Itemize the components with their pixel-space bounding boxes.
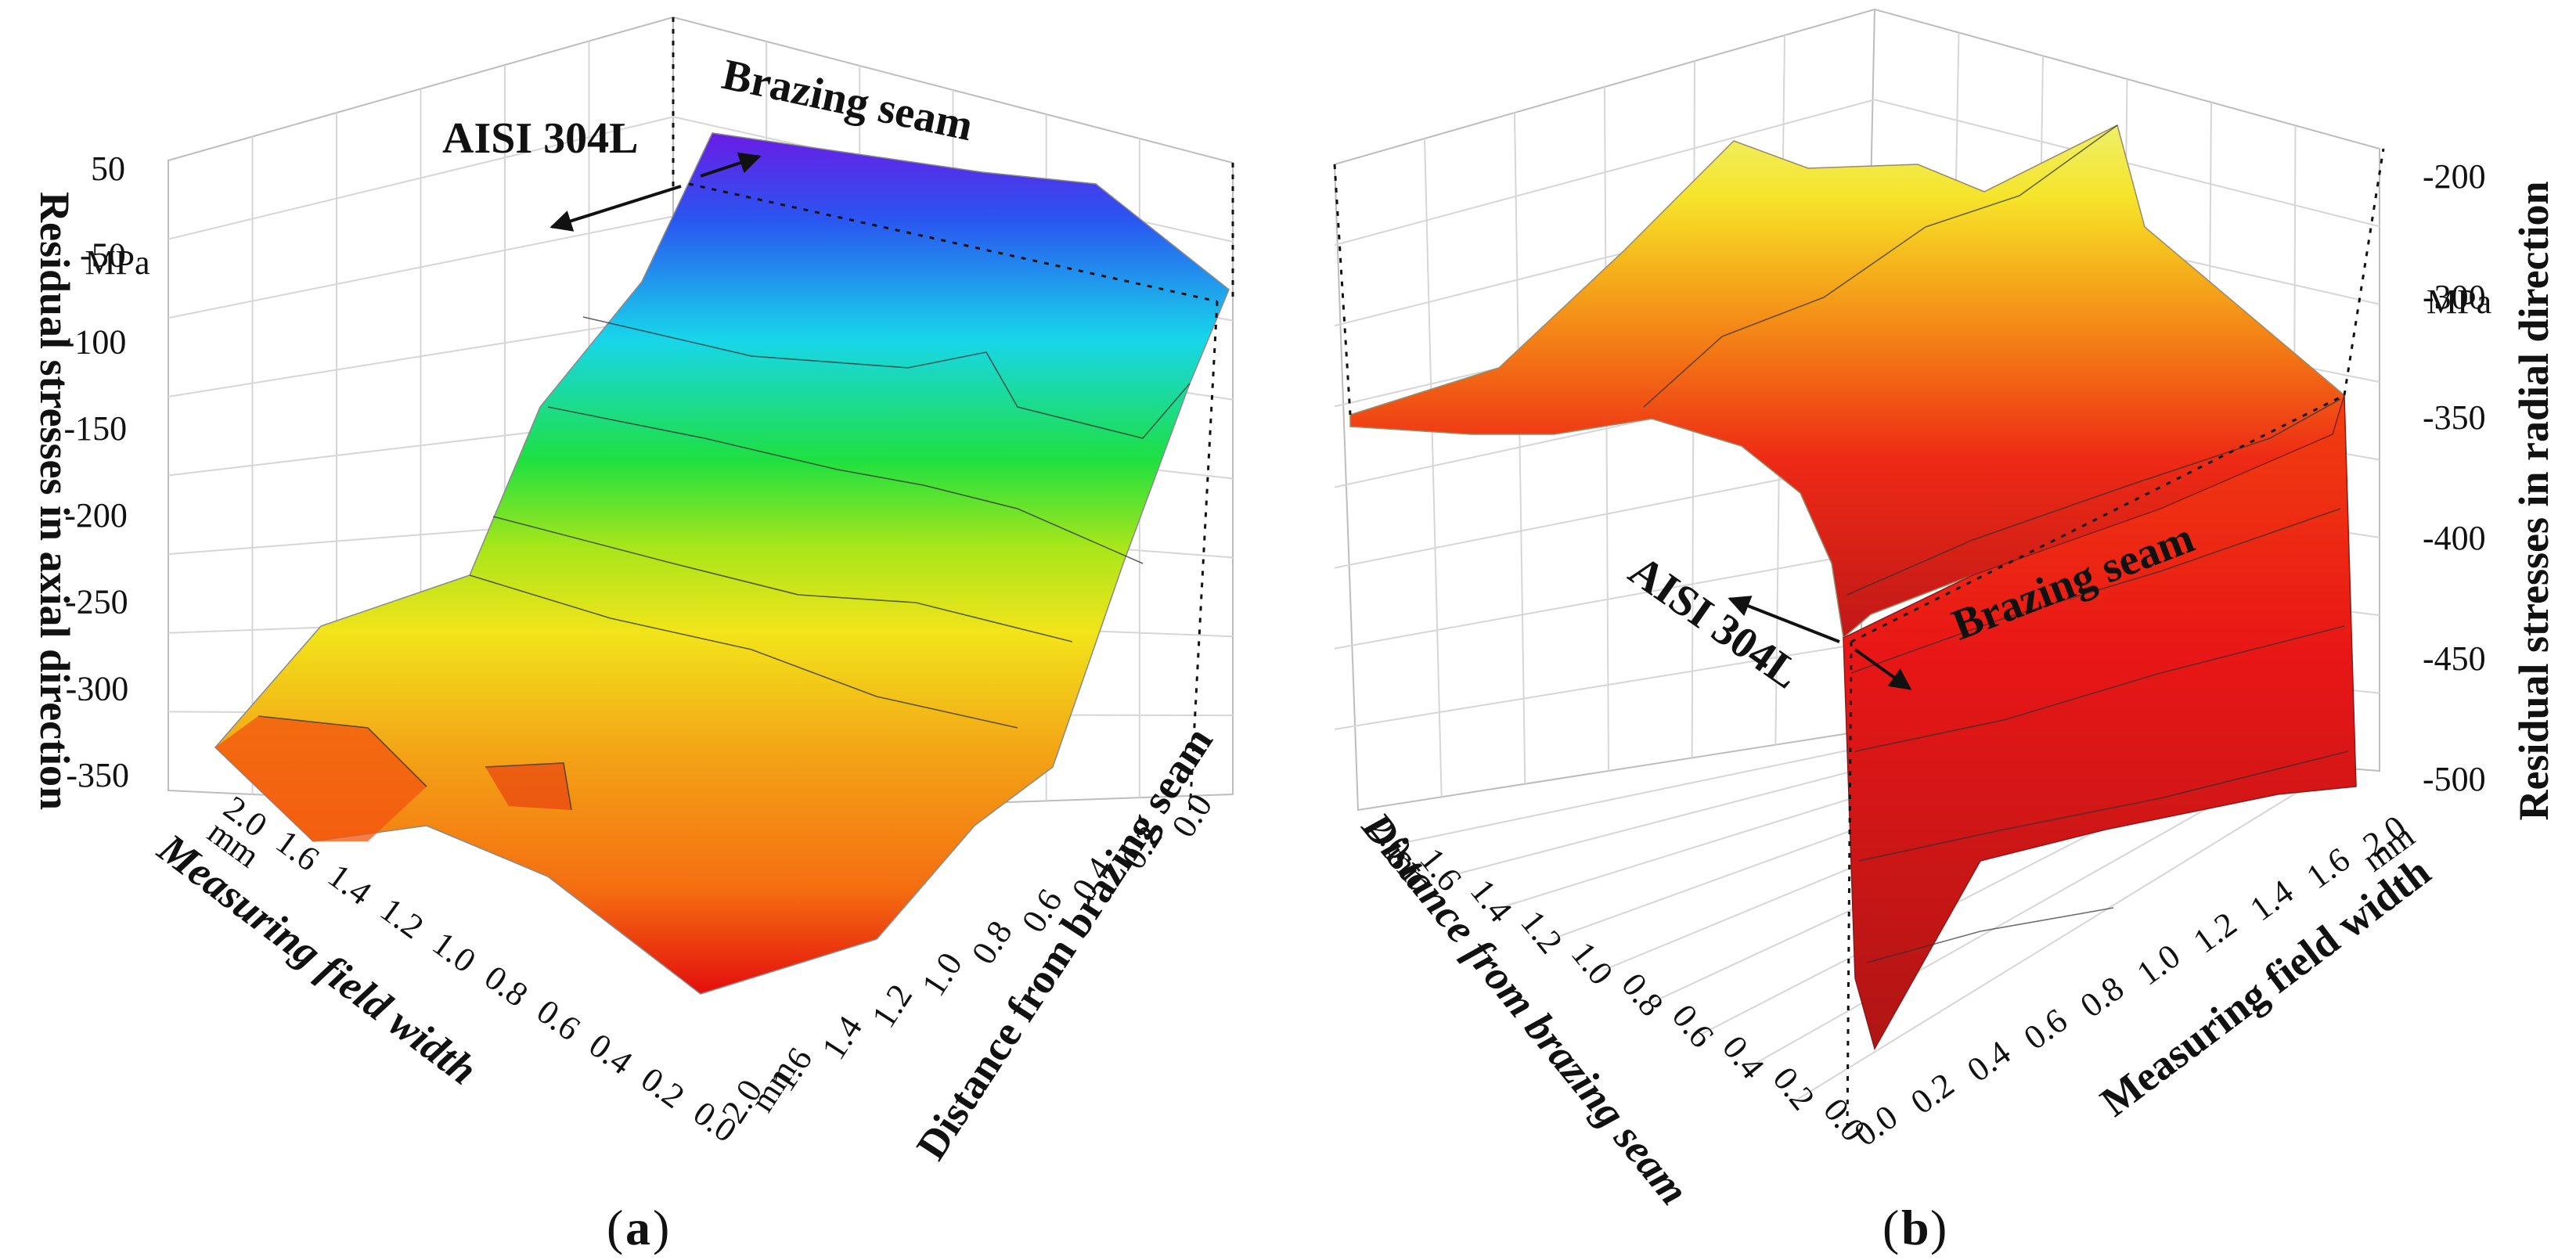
panel-b-z-tick-5: -500 xyxy=(2423,760,2486,798)
panel-b-y-tick-3: 1.2 xyxy=(1513,903,1570,961)
panel-b-x-tick-7: 1.4 xyxy=(2243,872,2300,928)
panel-a-annotation-aisi: AISI 304L xyxy=(442,114,639,163)
caption-b-close: ) xyxy=(1930,1200,1947,1255)
panel-b-y-tick-8: 0.2 xyxy=(1766,1060,1823,1118)
panel-a-z-unit: MPa xyxy=(85,243,150,282)
panel-b-gridline-18 xyxy=(1604,86,1609,772)
panel-a-z-tick-7: -350 xyxy=(66,756,129,794)
panel-a-z-tick-3: -150 xyxy=(63,409,127,448)
panel-b-x-tick-3: 0.6 xyxy=(2017,1001,2074,1057)
caption-a-close: ) xyxy=(653,1200,669,1255)
panel-b-gridline-32 xyxy=(1797,783,2311,1100)
panel-b-gridline-31 xyxy=(1749,778,2261,1067)
caption-b-open: ( xyxy=(1882,1200,1899,1255)
panel-a-z-tick-5: -250 xyxy=(65,583,128,621)
panel-a-z-ticks: 50 -50 -100 -150 -200 -250 -300 -350 xyxy=(63,149,129,794)
panel-b-y-tick-4: 1.0 xyxy=(1564,934,1621,992)
panel-b-arrow-aisi xyxy=(1728,596,1840,643)
caption-a-open: ( xyxy=(607,1200,623,1255)
panel-a-surface-low-region xyxy=(215,716,427,841)
panel-b-y-tick-5: 0.8 xyxy=(1614,966,1671,1024)
panel-a: 50 -50 -100 -150 -200 -250 -300 -350 MPa Residu… xyxy=(31,16,1234,1168)
panel-a-z-title: Residual stresses in axial direction xyxy=(31,192,78,810)
panel-a-z-tick-0: 50 xyxy=(91,149,125,188)
panel-b-gridline-16 xyxy=(1514,112,1526,784)
panel-b-z-tick-2: -350 xyxy=(2423,398,2486,437)
panel-b-surface-front xyxy=(1843,394,2357,1050)
panel-b-gridline-14 xyxy=(1424,138,1443,797)
panel-b-contours xyxy=(1643,124,2349,963)
caption-a: ( a ) xyxy=(607,1200,669,1255)
panel-b-z-tick-1: -300 xyxy=(2423,278,2486,316)
panel-a-z-tick-2: -100 xyxy=(63,322,127,361)
panel-a-x-tick-2: 0.4 xyxy=(582,1026,639,1082)
caption-b: ( b ) xyxy=(1882,1200,1947,1255)
panel-a-surface-low-region-2 xyxy=(485,763,571,810)
panel-b-z-ticks: -200 -300 -350 -400 -450 -500 xyxy=(2423,157,2486,798)
panel-a-arrow-brazing xyxy=(700,152,762,178)
panel-a-seam-lines xyxy=(672,17,1234,815)
panel-b: -200 -300 -350 -400 -450 -500 MPa Residual st… xyxy=(1333,8,2557,1214)
panel-a-x-tick-7: 1.4 xyxy=(321,856,378,913)
panel-a-z-tick-6: -300 xyxy=(66,669,129,707)
panel-b-gridline-12 xyxy=(1334,640,1875,730)
panel-a-x-tick-5: 1.0 xyxy=(426,924,483,981)
panel-b-z-unit: MPa xyxy=(2426,283,2491,321)
panel-a-arrow-aisi xyxy=(549,185,682,232)
panel-b-y-tick-6: 0.6 xyxy=(1665,997,1722,1055)
panel-a-z-tick-1: -50 xyxy=(80,236,126,275)
panel-a-y-tick-4: 0.8 xyxy=(964,914,1020,971)
panel-b-z-tick-4: -450 xyxy=(2423,639,2486,678)
panel-a-x-tick-3: 0.6 xyxy=(530,992,587,1048)
panel-b-x-tick-4: 0.8 xyxy=(2073,969,2131,1025)
panel-b-seam-lines xyxy=(1333,148,2385,1132)
panel-b-z-title: Residual stresses in radial direction xyxy=(2510,181,2557,820)
caption-a-label: a xyxy=(625,1200,650,1255)
panel-b-x-tick-5: 1.0 xyxy=(2130,937,2187,993)
panel-b-arrow-brazing xyxy=(1854,648,1912,690)
panel-b-x-tick-1: 0.2 xyxy=(1904,1065,1961,1121)
panel-b-z-tick-0: -200 xyxy=(2423,157,2486,196)
panel-b-gridline-10 xyxy=(1334,550,1875,650)
panel-a-y-tick-6: 1.2 xyxy=(864,977,920,1035)
panel-b-y-tick-7: 0.4 xyxy=(1715,1028,1772,1086)
panel-b-z-tick-3: -400 xyxy=(2423,519,2486,557)
panel-b-x-tick-6: 1.2 xyxy=(2186,905,2243,961)
panel-a-y-tick-7: 1.4 xyxy=(814,1010,870,1067)
panel-b-x-tick-2: 0.4 xyxy=(1960,1033,2017,1089)
panel-a-x-tick-1: 0.2 xyxy=(634,1060,691,1116)
panel-a-y-tick-5: 1.0 xyxy=(914,945,970,1003)
panel-a-x-tick-4: 0.8 xyxy=(477,958,535,1014)
panel-a-x-tick-6: 1.2 xyxy=(373,890,431,946)
panel-a-contours xyxy=(258,316,1191,811)
caption-b-label: b xyxy=(1901,1200,1929,1255)
panel-b-x-tick-8: 1.6 xyxy=(2300,840,2357,896)
panel-a-z-tick-4: -200 xyxy=(64,496,128,535)
panel-b-gridline-24 xyxy=(1407,736,1910,843)
